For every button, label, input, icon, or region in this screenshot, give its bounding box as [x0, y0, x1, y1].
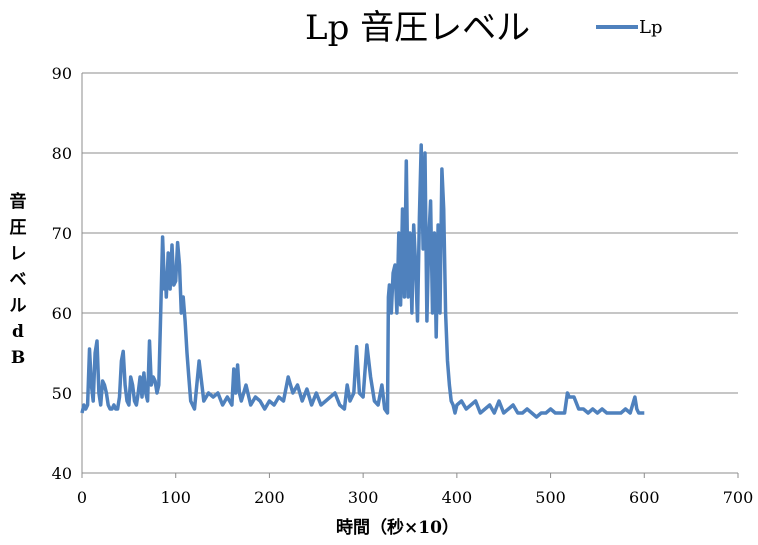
x-tick-label: 700	[723, 488, 754, 507]
x-axis-label: 時間（秒×10）	[336, 517, 459, 538]
x-tick-label: 300	[348, 488, 379, 507]
x-tick-label: 500	[535, 488, 566, 507]
y-tick-label: 90	[52, 64, 72, 83]
x-tick-label: 600	[629, 488, 660, 507]
y-tick-label: 40	[52, 464, 72, 483]
chart-title: Lp 音圧レベル	[305, 8, 530, 48]
x-tick-label: 200	[254, 488, 285, 507]
x-tick-label: 100	[160, 488, 191, 507]
y-tick-label: 80	[52, 144, 72, 163]
y-tick-label: 70	[52, 224, 72, 243]
series-line-lp	[80, 143, 645, 419]
y-tick-label: 50	[52, 384, 72, 403]
y-tick-labels: 40 50 60 70 80 90	[52, 64, 72, 483]
x-tick-label: 400	[442, 488, 473, 507]
legend-label: Lp	[639, 17, 662, 38]
y-axis-label: 音圧レベル d B	[10, 191, 27, 368]
x-tick-label: 0	[77, 488, 87, 507]
legend: Lp	[596, 17, 662, 38]
y-tick-label: 60	[52, 304, 72, 323]
x-tick-labels: 0 100 200 300 400 500 600 700	[77, 473, 753, 507]
